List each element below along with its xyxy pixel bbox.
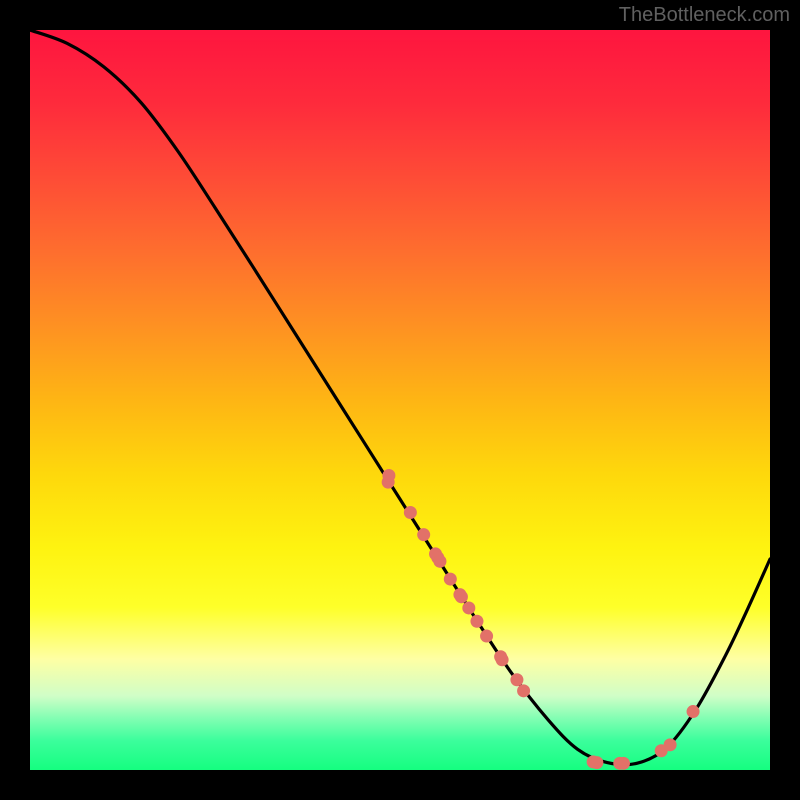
plot-area <box>30 30 770 770</box>
curve-layer <box>30 30 770 770</box>
data-marker <box>433 555 446 568</box>
data-markers <box>382 469 700 770</box>
data-marker <box>417 528 430 541</box>
data-marker <box>382 469 395 482</box>
bottleneck-curve <box>30 30 770 765</box>
data-marker <box>590 756 603 769</box>
data-marker <box>462 601 475 614</box>
data-marker <box>455 590 468 603</box>
data-marker <box>687 705 700 718</box>
data-marker <box>444 573 457 586</box>
watermark-text: TheBottleneck.com <box>619 4 790 27</box>
data-marker <box>617 757 630 770</box>
data-marker <box>496 653 509 666</box>
data-marker <box>517 684 530 697</box>
chart-container: TheBottleneck.com <box>0 0 800 800</box>
data-marker <box>664 738 677 751</box>
data-marker <box>404 506 417 519</box>
data-marker <box>480 630 493 643</box>
data-marker <box>470 615 483 628</box>
data-marker <box>510 673 523 686</box>
